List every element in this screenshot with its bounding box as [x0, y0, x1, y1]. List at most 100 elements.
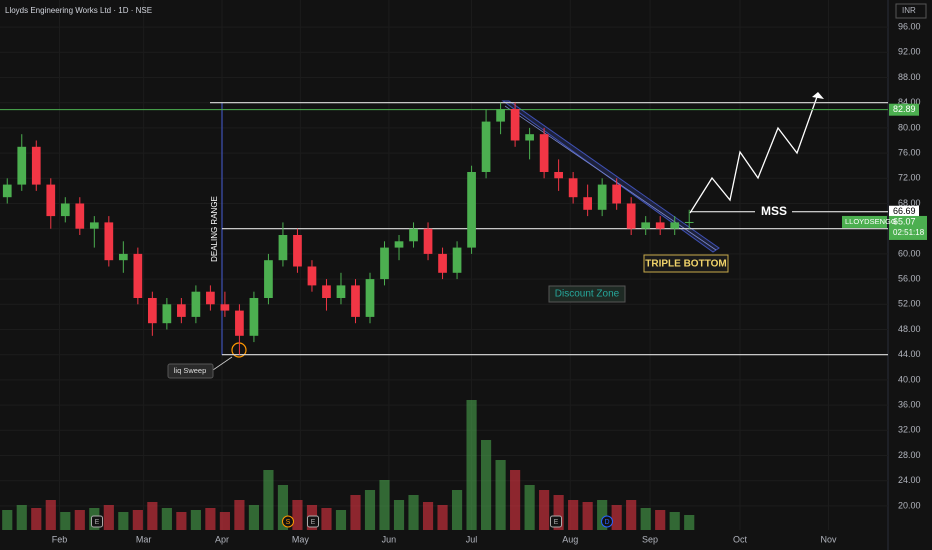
candle-body [583, 197, 592, 210]
volume-bar [495, 460, 506, 530]
y-tick-label: 88.00 [898, 72, 921, 82]
y-tick-label: 92.00 [898, 47, 921, 57]
candle-body [133, 253, 143, 298]
volume-bar [481, 440, 492, 530]
volume-bar [568, 500, 579, 530]
candle-body [423, 228, 433, 254]
candle-body [264, 260, 273, 298]
y-tick-label: 24.00 [898, 475, 921, 485]
mss-label: MSS [761, 204, 787, 218]
discount-zone-box [548, 285, 626, 303]
volume-bar [263, 470, 274, 530]
currency: INR [902, 6, 916, 15]
volume-bar [626, 500, 637, 530]
candle-body [626, 203, 636, 229]
volume-bar [611, 505, 622, 530]
candle-body [438, 253, 447, 273]
candle-body [597, 184, 607, 210]
candle-body [278, 234, 288, 261]
event-marker [550, 515, 562, 528]
candle-body [177, 304, 186, 317]
volume-bar [205, 508, 216, 530]
currency-box [895, 3, 927, 19]
candle-body [322, 285, 331, 298]
candle-body [89, 222, 99, 229]
candle-body [481, 121, 491, 172]
candle-body [307, 266, 317, 286]
volume-bar [132, 510, 143, 530]
mss-tag-label: 66.69 [893, 206, 916, 216]
price-axis: 20.00 24.00 28.00 32.00 36.00 40.00 44.00 48.00… [52, 21, 927, 544]
last-price-label: 65.07 [893, 216, 916, 226]
volume-bar [219, 512, 230, 530]
y-tick-label: 28.00 [898, 450, 921, 460]
volume-bar [684, 515, 695, 530]
last-price-tag [889, 215, 927, 240]
volume-bar [379, 480, 390, 530]
volume-bar [234, 500, 245, 530]
event-marker [91, 515, 103, 528]
candle-body [510, 108, 520, 141]
y-tick-label: 76.00 [898, 147, 921, 157]
volume-bar [553, 495, 564, 530]
candle-body [365, 279, 375, 317]
volume-bar [655, 510, 666, 530]
candle-body [191, 291, 201, 317]
volume-bar [335, 510, 347, 530]
candle-body [17, 146, 27, 185]
y-tick-label: 56.00 [898, 273, 921, 283]
volume-bar [60, 512, 71, 530]
projection-arrow [812, 92, 824, 99]
volume-bar [510, 470, 521, 530]
volume-bar [45, 500, 56, 530]
volume-bar [118, 512, 129, 530]
trend-channel [501, 100, 720, 253]
y-tick-label: 80.00 [898, 122, 921, 132]
mss-tag [889, 205, 919, 218]
y-tick-label: 60.00 [898, 248, 921, 258]
x-tick-label: Jun [382, 534, 397, 544]
volume-bar [582, 502, 593, 530]
symbol-label: LLOYDSENGG [845, 217, 897, 226]
event-label: D [604, 519, 609, 526]
chart-title: Lloyds Engineering Works Ltd · 1D · NSE [5, 6, 152, 15]
volume-bar [277, 485, 289, 530]
candle-body [539, 134, 549, 172]
sweep-pointer [212, 356, 233, 371]
drawings [0, 92, 888, 371]
volume-bar [539, 490, 550, 530]
candle-body [206, 291, 215, 305]
volume-bar [176, 512, 187, 530]
candle-body [394, 241, 404, 248]
candle-body [525, 134, 534, 141]
y-tick-label: 72.00 [898, 173, 921, 183]
candle-body [684, 221, 694, 223]
resistance-label: 82.89 [893, 104, 916, 114]
event-label: E [554, 519, 559, 526]
volume-bar [466, 400, 477, 530]
candle-body [568, 178, 578, 198]
event-label: S [286, 519, 291, 526]
candle-body [612, 184, 622, 204]
event-marker [307, 515, 319, 528]
volume-bar [2, 510, 13, 530]
sweep-label: liq Sweep [174, 366, 207, 375]
volume-bar [190, 510, 201, 530]
event-label: E [95, 519, 100, 526]
y-tick-label: 48.00 [898, 324, 921, 334]
volume-bar [147, 502, 158, 530]
grid [0, 0, 888, 530]
y-tick-label: 36.00 [898, 399, 921, 409]
volume-bar [161, 508, 172, 530]
candle-body [554, 171, 563, 179]
x-tick-label: Feb [52, 534, 68, 544]
x-tick-label: Oct [733, 534, 748, 544]
symbol-tag [842, 215, 887, 228]
candle-body [655, 222, 665, 229]
x-tick-label: Nov [821, 534, 838, 544]
volume-bar [422, 502, 434, 530]
candle-body [380, 247, 389, 280]
candle-body [452, 247, 462, 273]
